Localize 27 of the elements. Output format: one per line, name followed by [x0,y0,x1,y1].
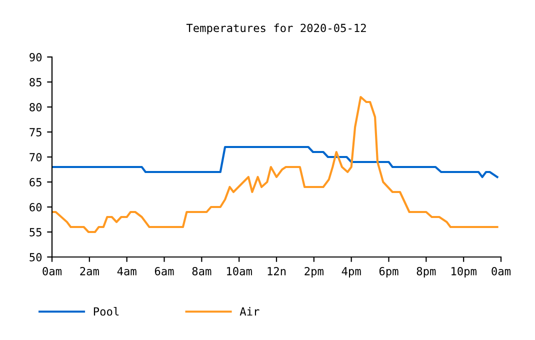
x-tick-label: 6pm [379,266,398,278]
y-tick-label: 70 [30,153,42,162]
x-tick-label: 10am [227,266,252,276]
x-tick-label: 10pm [452,266,476,278]
x-tick-label: 8pm [416,266,436,278]
x-tick-label: 0am [42,266,62,276]
y-tick-label: 75 [30,128,42,136]
line-series [52,146,498,178]
legend-label: Pool [94,307,119,316]
x-tick-label: 2pm [304,266,324,278]
y-tick-label: 85 [30,78,42,86]
legend-label: Air [240,307,260,316]
line-series [52,96,498,234]
y-tick-label: 50 [30,253,42,262]
y-tick-label: 60 [30,203,42,212]
x-tick-label: 12n [268,266,286,276]
y-tick-label: 90 [30,53,42,62]
y-tick-label: 80 [30,103,42,112]
x-tick-label: 4pm [342,267,361,278]
x-tick-label: 6am [154,266,174,276]
y-tick-label: 65 [30,178,42,186]
chart-title: Temperatures for 2020-05-12 [186,24,366,34]
x-tick-label: 8am [192,266,212,276]
x-tick-label: 4am [117,267,136,276]
x-tick-label: 0am [492,266,511,276]
y-tick-label: 55 [30,228,42,236]
x-tick-label: 2am [80,266,99,276]
